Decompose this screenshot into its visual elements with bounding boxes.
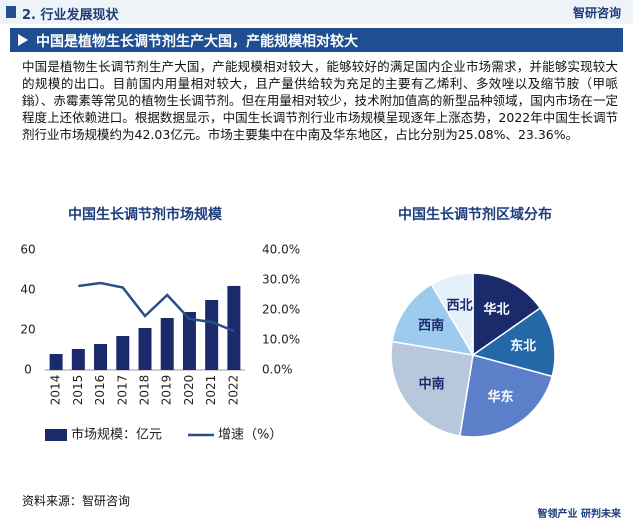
header-icon: [6, 6, 16, 18]
x-tick-label: 2022: [226, 375, 240, 406]
y2-tick-label: 20.0%: [262, 303, 300, 317]
legend-label: 增速（%）: [218, 428, 282, 443]
pie-slice: [472, 272, 542, 357]
pie-slice: [391, 283, 475, 357]
chart-title: 中国生长调节剂区域分布: [398, 206, 552, 223]
x-tick-label: 2014: [49, 375, 63, 406]
y2-tick-label: 40.0%: [262, 243, 300, 257]
header: 2. 行业发展现状 智研咨询: [0, 0, 633, 24]
y2-tick-label: 0.0%: [262, 363, 293, 377]
x-tick-label: 2019: [160, 375, 174, 406]
bar: [205, 300, 219, 370]
source: 资料来源：智研咨询: [22, 494, 131, 508]
x-tick-label: 2021: [204, 375, 218, 406]
pie-slice: [430, 272, 474, 358]
x-tick-label: 2015: [71, 375, 85, 406]
x-tick-label: 2016: [93, 375, 107, 406]
bar: [49, 354, 63, 370]
slice-label: 中南: [419, 376, 445, 392]
growth-line: [78, 281, 235, 333]
x-tick-label: 2020: [182, 375, 196, 406]
y-tick-label: 40: [20, 283, 35, 297]
pie-slice: [471, 307, 556, 378]
slice-label: 东北: [510, 338, 536, 354]
slice-label: 华东: [488, 389, 514, 405]
y-tick-label: 60: [20, 243, 35, 257]
header-title: 2. 行业发展现状: [22, 8, 119, 23]
y-tick-label: 20: [20, 323, 35, 337]
x-tick-label: 2018: [138, 375, 152, 406]
slice-label: 华北: [483, 301, 509, 317]
paragraph: 中国是植物生长调节剂生产大国，产能规模相对较大，能够较好的满足国内企业市场需求，…: [22, 59, 618, 142]
bar: [182, 312, 196, 370]
bar: [116, 336, 130, 370]
chart-title: 中国生长调节剂市场规模: [68, 206, 223, 223]
slice-label: 西南: [418, 318, 444, 334]
y2-tick-label: 10.0%: [262, 333, 300, 347]
bar: [227, 285, 241, 370]
y-tick-label: 0: [24, 363, 32, 377]
pie-slice: [459, 354, 554, 438]
legend-label: 市场规模：亿元: [71, 427, 162, 443]
bar: [71, 349, 85, 370]
slogan: 智领产业 研判未来: [537, 509, 621, 520]
banner: 中国是植物生长调节剂生产大国，产能规模相对较大: [10, 28, 623, 52]
bar: [138, 328, 152, 370]
banner-title: 中国是植物生长调节剂生产大国，产能规模相对较大: [36, 34, 358, 50]
pie-slice: [390, 340, 474, 437]
bar: [160, 318, 174, 370]
y2-tick-label: 30.0%: [262, 273, 300, 287]
bar: [94, 344, 108, 370]
logo: 智研咨询: [572, 6, 621, 20]
x-tick-label: 2017: [115, 375, 129, 406]
slice-label: 西北: [447, 298, 473, 313]
banner-icon: [18, 34, 28, 46]
legend-swatch: [45, 429, 67, 441]
